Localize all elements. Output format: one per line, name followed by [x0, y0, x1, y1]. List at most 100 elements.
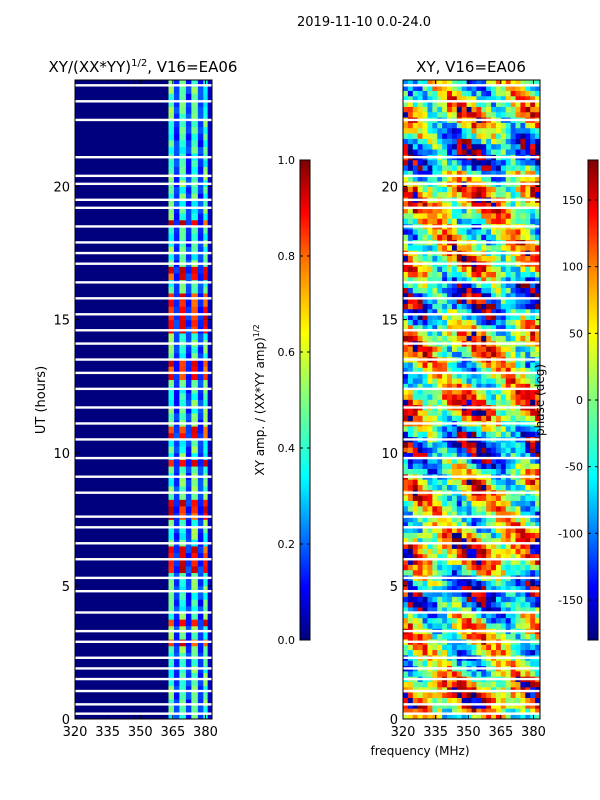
heatmap-cell — [535, 580, 541, 587]
heatmap-cell — [476, 308, 482, 315]
heatmap-cell — [471, 191, 477, 198]
heatmap-cell — [207, 559, 212, 567]
heatmap-cell — [451, 324, 458, 331]
heatmap-cell — [535, 521, 541, 528]
data-gap — [75, 329, 212, 332]
heatmap-cell — [481, 191, 487, 198]
heatmap-cell — [432, 692, 438, 698]
x-tick-label: 365 — [160, 725, 185, 740]
heatmap-cell — [476, 564, 482, 571]
heatmap-cell — [179, 332, 187, 341]
heatmap-cell — [466, 298, 472, 304]
heatmap-cell — [432, 95, 438, 102]
heatmap-cell — [451, 351, 458, 358]
heatmap-cell — [207, 672, 212, 680]
heatmap-cell — [185, 352, 192, 361]
heatmap-cell — [168, 506, 175, 514]
heatmap-cell — [495, 442, 502, 448]
heatmap-cell — [442, 367, 448, 374]
heatmap-cell — [530, 287, 536, 294]
heatmap-cell — [471, 559, 477, 565]
heatmap-cell — [403, 170, 409, 177]
heatmap-cell — [461, 649, 467, 656]
heatmap-cell — [75, 399, 169, 407]
heatmap-cell — [447, 245, 453, 251]
data-gap — [403, 677, 540, 681]
heatmap-cell — [530, 245, 536, 251]
heatmap-cell — [505, 527, 511, 533]
heatmap-cell — [185, 366, 192, 374]
heatmap-cell — [491, 426, 497, 432]
heatmap-cell — [437, 303, 443, 310]
heatmap-cell — [447, 463, 453, 470]
heatmap-cell — [510, 165, 516, 171]
heatmap-cell — [173, 319, 180, 327]
heatmap-cell — [442, 660, 448, 667]
heatmap-cell — [491, 708, 497, 714]
heatmap-cell — [505, 660, 511, 667]
heatmap-cell — [515, 580, 521, 587]
heatmap-cell — [530, 399, 536, 406]
heatmap-cell — [491, 447, 497, 454]
heatmap-cell — [510, 372, 516, 379]
heatmap-cell — [495, 266, 502, 272]
heatmap-cell — [515, 122, 521, 129]
heatmap-cell — [437, 234, 443, 241]
heatmap-cell — [417, 410, 423, 416]
heatmap-cell — [495, 511, 502, 517]
heatmap-cell — [530, 362, 536, 368]
heatmap-cell — [422, 111, 428, 118]
heatmap-cell — [461, 516, 467, 523]
heatmap-cell — [486, 394, 492, 400]
heatmap-cell — [442, 372, 448, 379]
heatmap-cell — [173, 659, 180, 667]
x-tick-label: 350 — [128, 725, 153, 740]
heatmap-cell — [168, 99, 175, 108]
heatmap-cell — [403, 372, 409, 379]
heatmap-cell — [407, 553, 414, 560]
heatmap-cell — [442, 95, 448, 102]
heatmap-cell — [505, 697, 511, 704]
heatmap-cell — [476, 463, 482, 470]
heatmap-cell — [535, 447, 541, 454]
heatmap-cell — [179, 119, 187, 128]
heatmap-cell — [520, 442, 526, 448]
heatmap-cell — [185, 159, 192, 168]
heatmap-cell — [179, 219, 187, 227]
heatmap-cell — [491, 495, 497, 501]
heatmap-cell — [535, 287, 541, 294]
heatmap-cell — [456, 415, 463, 422]
heatmap-cell — [500, 143, 507, 150]
heatmap-cell — [500, 591, 507, 597]
heatmap-cell — [456, 202, 463, 209]
heatmap-cell — [481, 692, 487, 698]
heatmap-cell — [403, 447, 409, 454]
heatmap-cell — [412, 372, 418, 379]
heatmap-cell — [471, 713, 477, 720]
heatmap-cell — [75, 266, 169, 274]
heatmap-cell — [505, 191, 511, 198]
heatmap-cell — [520, 660, 526, 667]
heatmap-cell — [486, 229, 492, 235]
heatmap-cell — [481, 298, 487, 304]
heatmap-cell — [525, 303, 531, 310]
heatmap-cell — [403, 681, 409, 688]
x-tick-label: 380 — [193, 725, 218, 740]
heatmap-cell — [185, 392, 192, 400]
heatmap-cell — [185, 399, 192, 407]
heatmap-cell — [520, 106, 526, 113]
heatmap-cell — [451, 431, 458, 438]
heatmap-cell — [451, 218, 458, 225]
heatmap-cell — [515, 484, 521, 491]
heatmap-cell — [403, 133, 409, 139]
heatmap-cell — [505, 681, 511, 688]
heatmap-cell — [451, 127, 458, 134]
heatmap-cell — [505, 143, 511, 150]
heatmap-cell — [447, 111, 453, 118]
heatmap-cell — [412, 644, 418, 651]
heatmap-cell — [525, 458, 531, 464]
heatmap-cell — [520, 468, 526, 475]
heatmap-cell — [520, 681, 526, 688]
heatmap-cell — [495, 697, 502, 704]
heatmap-cell — [535, 596, 541, 603]
